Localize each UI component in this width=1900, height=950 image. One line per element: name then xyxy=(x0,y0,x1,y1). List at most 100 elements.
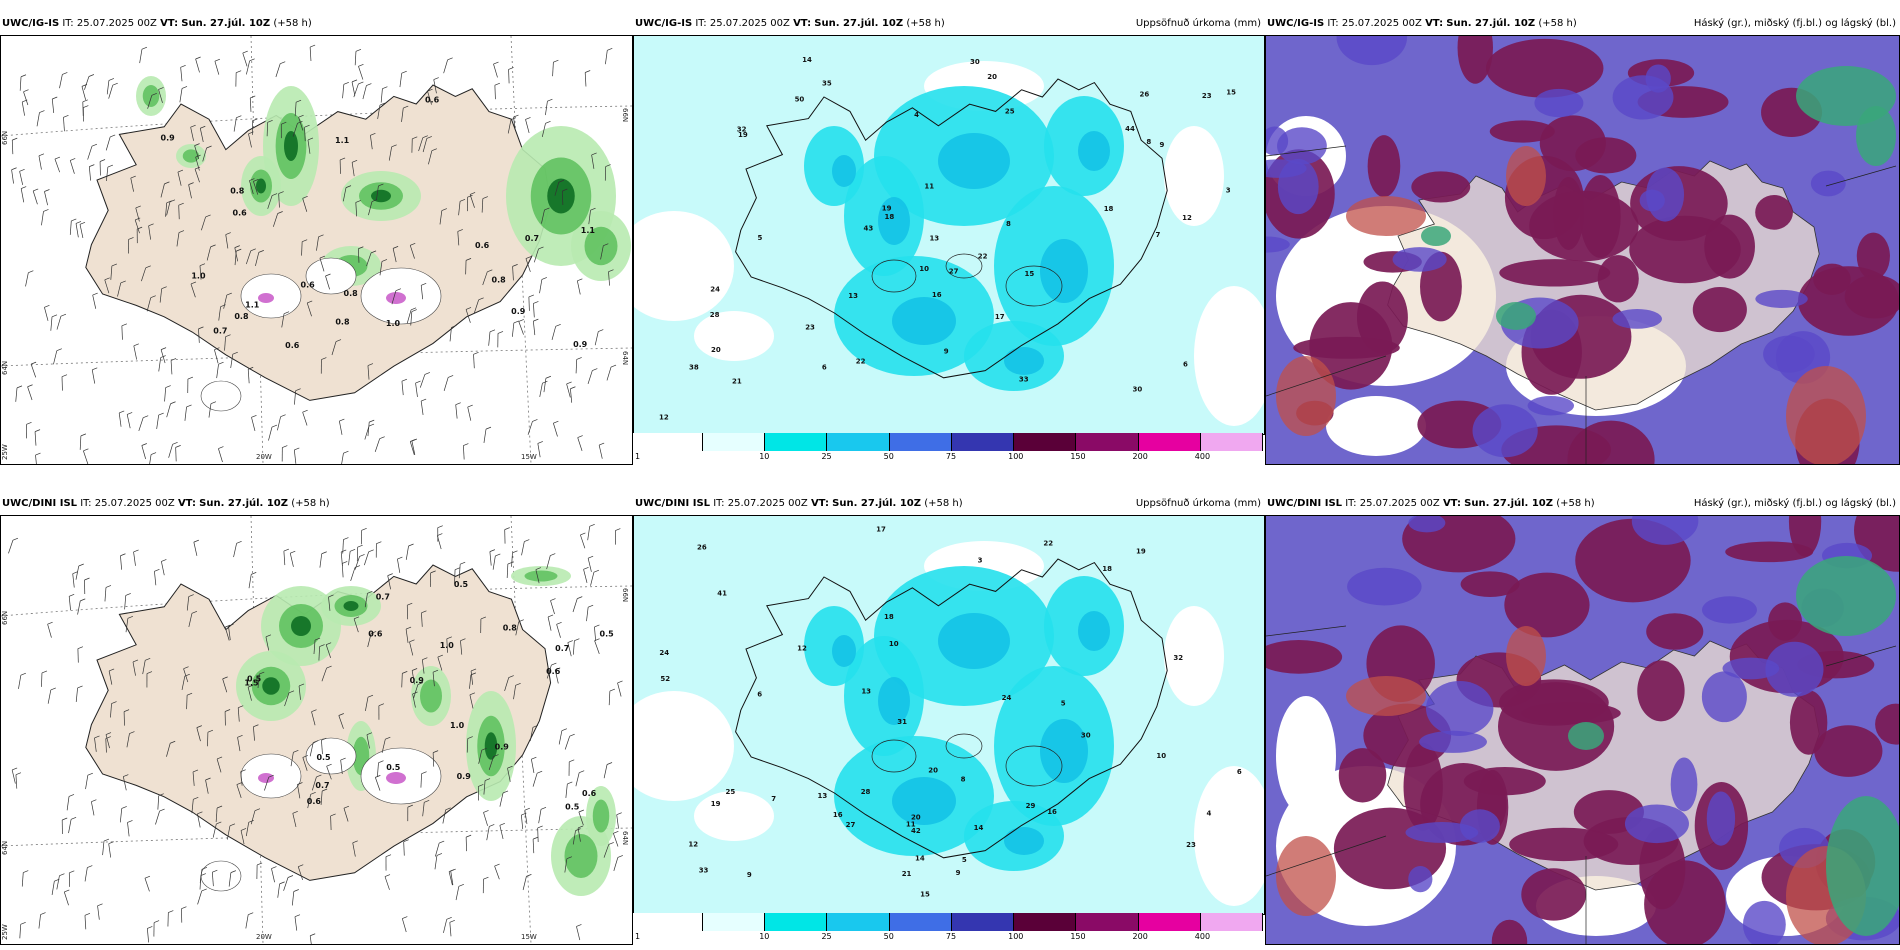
lon-label: 25W xyxy=(1,924,9,940)
wind-value-label: 1.0 xyxy=(191,271,206,280)
colorbar-segment xyxy=(1200,913,1263,931)
colorbar-segment xyxy=(1138,433,1201,451)
precip-value-label: 32 xyxy=(1173,654,1183,662)
wind-value-label: 0.8 xyxy=(344,289,359,298)
precip-value-label: 14 xyxy=(974,824,984,832)
colorbar-tick: 400 xyxy=(1194,932,1211,941)
wind-value-label: 1.1 xyxy=(581,226,596,235)
precip-value-label: 14 xyxy=(915,855,925,863)
vt-value: Sun. 27.júl. 10Z xyxy=(1464,498,1553,509)
precip-value-label: 16 xyxy=(932,291,942,299)
precip-panel-top: UWC/IG-IS IT: 25.07.2025 00Z VT: Sun. 27… xyxy=(633,13,1265,465)
wind-value-label: 0.5 xyxy=(386,763,401,772)
precip-value-label: 14 xyxy=(802,56,812,64)
it-value: 25.07.2025 00Z xyxy=(1341,18,1422,29)
precip-map-canvas: 5012183028198613234435321522202183033241… xyxy=(634,36,1264,434)
precip-value-label: 23 xyxy=(1202,92,1212,100)
precip-value-label: 5 xyxy=(962,856,967,864)
precip-value-label: 13 xyxy=(848,292,858,300)
lat-label: 66N xyxy=(1,131,9,145)
precip-value-label: 7 xyxy=(771,795,776,803)
panel-title: UWC/DINI ISL IT: 25.07.2025 00Z VT: Sun.… xyxy=(1265,493,1900,515)
precip-value-label: 5 xyxy=(1061,699,1066,707)
wind-value-label: 1.5 xyxy=(244,678,259,687)
colorbar-tick: 75 xyxy=(945,452,957,461)
wind-map: 0.6 1.1 0.8 0.7 1.0 0.6 1.1 0.8 1.0 0.9 0.8 0.6 0.9 0… xyxy=(0,35,633,465)
colorbar-segment xyxy=(1014,433,1077,451)
precip-value-label: 25 xyxy=(726,788,736,796)
lead-time: (+58 h) xyxy=(273,18,312,29)
precip-value-label: 12 xyxy=(1182,214,1192,222)
precip-value-label: 18 xyxy=(884,213,894,221)
vt-value: Sun. 27.júl. 10Z xyxy=(832,498,921,509)
precip-value-label: 22 xyxy=(978,253,988,261)
model-name: UWC/DINI ISL xyxy=(2,498,78,509)
precip-value-label: 24 xyxy=(659,649,669,657)
colorbar-segment xyxy=(765,913,828,931)
colorbar-segment xyxy=(951,913,1015,931)
wind-map: 0.5 0.7 0.6 0.5 1.0 0.8 0.9 0.5 1.5 1.0 0.7 0.6 0.5 0… xyxy=(0,515,633,945)
colorbar-tick: 1 xyxy=(635,452,641,461)
colorbar-tick: 150 xyxy=(1070,452,1086,461)
colorbar-segment xyxy=(1076,913,1139,931)
field-title: Háský (gr.), miðský (fj.bl.) og lágský (… xyxy=(1693,498,1896,509)
cloud-panel-top: UWC/IG-IS IT: 25.07.2025 00Z VT: Sun. 27… xyxy=(1265,13,1900,465)
lat-label: 66N xyxy=(1,611,9,625)
precip-value-label: 11 xyxy=(906,821,916,829)
vt-value: Sun. 27.júl. 10Z xyxy=(181,18,271,29)
wind-value-label: 0.9 xyxy=(457,772,472,781)
precip-value-label: 19 xyxy=(711,800,721,808)
precip-value-label: 13 xyxy=(818,792,828,800)
wind-value-label: 0.9 xyxy=(495,742,510,751)
colorbar-tick: 75 xyxy=(945,932,957,941)
wind-value-label: 0.6 xyxy=(475,241,490,250)
wind-value-label: 0.7 xyxy=(555,644,569,653)
vt-label: VT: xyxy=(793,18,812,29)
wind-value-label: 0.5 xyxy=(600,629,615,638)
colorbar-tick: 100 xyxy=(1008,932,1024,941)
precip-value-label: 26 xyxy=(697,544,707,552)
colorbar-segment xyxy=(1014,913,1077,931)
precip-value-label: 30 xyxy=(1081,732,1091,740)
precip-value-label: 4 xyxy=(914,111,919,119)
colorbar-tick: 400 xyxy=(1194,452,1211,461)
wind-panel-bottom: UWC/DINI ISL IT: 25.07.2025 00Z VT: Sun.… xyxy=(0,493,633,945)
wind-value-label: 0.6 xyxy=(301,280,316,289)
colorbar-segment xyxy=(889,433,952,451)
cloud-map-canvas xyxy=(1266,36,1899,464)
precip-value-label: 22 xyxy=(856,357,866,365)
lead-time: (+58 h) xyxy=(906,18,945,29)
precip-value-label: 23 xyxy=(1186,841,1196,849)
lead-time: (+58 h) xyxy=(924,498,963,509)
it-label: IT: xyxy=(80,498,92,509)
lat-label: 64N xyxy=(621,831,629,845)
cloud-panel-bottom: UWC/DINI ISL IT: 25.07.2025 00Z VT: Sun.… xyxy=(1265,493,1900,945)
precip-value-label: 11 xyxy=(924,183,934,191)
it-value: 25.07.2025 00Z xyxy=(76,18,157,29)
it-label: IT: xyxy=(1327,18,1339,29)
wind-value-label: 1.1 xyxy=(335,136,350,145)
precip-value-label: 8 xyxy=(1146,138,1151,146)
precip-value-label: 15 xyxy=(1226,88,1236,96)
wind-value-label: 0.6 xyxy=(307,797,322,806)
precip-value-label: 26 xyxy=(1139,90,1149,98)
cloud-map-canvas xyxy=(1266,516,1899,944)
wind-value-label: 0.6 xyxy=(425,95,440,104)
precip-value-label: 7 xyxy=(1155,231,1160,239)
precip-value-label: 10 xyxy=(889,640,899,648)
precip-value-label: 9 xyxy=(1159,141,1164,149)
precip-value-label: 42 xyxy=(911,827,921,835)
lon-label: 25W xyxy=(1,444,9,460)
precip-value-label: 33 xyxy=(699,867,709,875)
cloud-map xyxy=(1265,515,1900,945)
colorbar-tick: 100 xyxy=(1008,452,1024,461)
panel-title: UWC/DINI ISL IT: 25.07.2025 00Z VT: Sun.… xyxy=(633,493,1265,515)
lead-time: (+58 h) xyxy=(291,498,330,509)
lon-label: 15W xyxy=(521,933,537,941)
precip-value-label: 35 xyxy=(822,80,832,88)
lat-label: 66N xyxy=(621,588,629,602)
lead-time: (+58 h) xyxy=(1538,18,1577,29)
it-value: 25.07.2025 00Z xyxy=(1359,498,1440,509)
precip-value-label: 4 xyxy=(1207,809,1212,817)
precip-panel-bottom: UWC/DINI ISL IT: 25.07.2025 00Z VT: Sun.… xyxy=(633,493,1265,945)
